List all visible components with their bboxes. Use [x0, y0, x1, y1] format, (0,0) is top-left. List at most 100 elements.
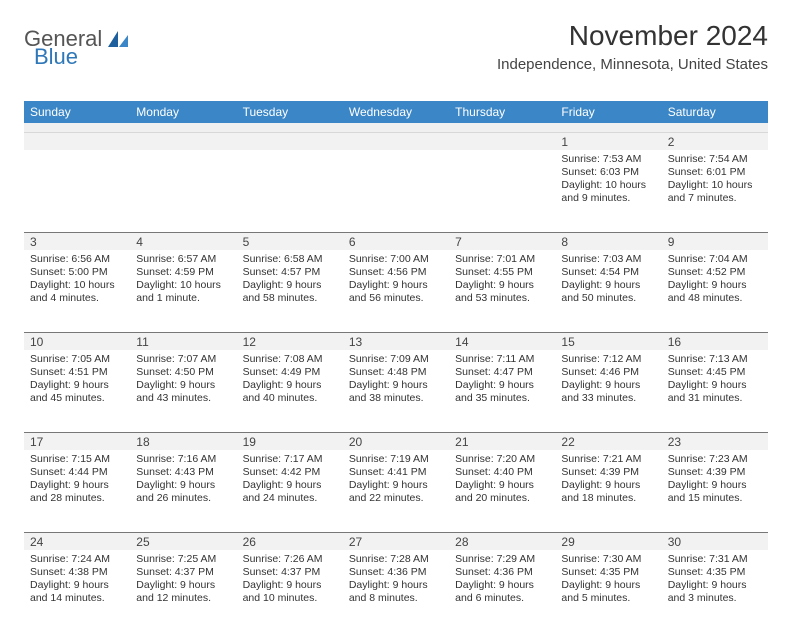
- weekday-thursday: Thursday: [449, 101, 555, 123]
- sunset-text: Sunset: 4:36 PM: [349, 566, 443, 579]
- day-number: [237, 133, 343, 150]
- sunset-text: Sunset: 4:39 PM: [561, 466, 655, 479]
- sunrise-text: Sunrise: 7:03 AM: [561, 253, 655, 266]
- weekday-friday: Friday: [555, 101, 661, 123]
- daylight-text: Daylight: 10 hours and 1 minute.: [136, 279, 230, 305]
- page-title: November 2024: [497, 20, 768, 52]
- day-cell: Sunrise: 7:05 AMSunset: 4:51 PMDaylight:…: [24, 350, 130, 432]
- week-row: Sunrise: 7:53 AMSunset: 6:03 PM Daylight:…: [24, 150, 768, 232]
- sunrise-text: Sunrise: 7:25 AM: [136, 553, 230, 566]
- sunset-text: Sunset: 4:57 PM: [243, 266, 337, 279]
- day-cell: Sunrise: 7:01 AMSunset: 4:55 PMDaylight:…: [449, 250, 555, 332]
- day-cell: Sunrise: 7:26 AMSunset: 4:37 PMDaylight:…: [237, 550, 343, 632]
- sunrise-text: Sunrise: 7:16 AM: [136, 453, 230, 466]
- day-number: 5: [237, 233, 343, 250]
- sunset-text: Sunset: 4:44 PM: [30, 466, 124, 479]
- sunrise-text: Sunrise: 7:53 AM: [561, 153, 655, 166]
- daylight-text: Daylight: 9 hours and 15 minutes.: [668, 479, 762, 505]
- day-cell: Sunrise: 7:04 AMSunset: 4:52 PMDaylight:…: [662, 250, 768, 332]
- week-row: Sunrise: 7:15 AMSunset: 4:44 PMDaylight:…: [24, 450, 768, 532]
- daynum-row: 3456789: [24, 232, 768, 250]
- daylight-text: Daylight: 9 hours and 40 minutes.: [243, 379, 337, 405]
- sunset-text: Sunset: 4:48 PM: [349, 366, 443, 379]
- empty-cell: [24, 150, 130, 232]
- day-number: 28: [449, 533, 555, 550]
- day-number: 20: [343, 433, 449, 450]
- logo-word2: Blue: [34, 44, 78, 69]
- daylight-text: Daylight: 9 hours and 20 minutes.: [455, 479, 549, 505]
- sunrise-text: Sunrise: 7:12 AM: [561, 353, 655, 366]
- sunrise-text: Sunrise: 7:07 AM: [136, 353, 230, 366]
- sunset-text: Sunset: 4:39 PM: [668, 466, 762, 479]
- sunset-text: Sunset: 4:47 PM: [455, 366, 549, 379]
- day-number: 30: [662, 533, 768, 550]
- sunset-text: Sunset: 4:35 PM: [561, 566, 655, 579]
- daynum-row: 10111213141516: [24, 332, 768, 350]
- day-cell: Sunrise: 7:28 AMSunset: 4:36 PMDaylight:…: [343, 550, 449, 632]
- sunrise-text: Sunrise: 6:58 AM: [243, 253, 337, 266]
- calendar-body: 12Sunrise: 7:53 AMSunset: 6:03 PMDayligh…: [24, 133, 768, 632]
- sunrise-text: Sunrise: 7:23 AM: [668, 453, 762, 466]
- day-cell: Sunrise: 6:58 AMSunset: 4:57 PMDaylight:…: [237, 250, 343, 332]
- sunset-text: Sunset: 4:55 PM: [455, 266, 549, 279]
- day-number: 6: [343, 233, 449, 250]
- weekday-sunday: Sunday: [24, 101, 130, 123]
- day-number: [449, 133, 555, 150]
- day-number: 4: [130, 233, 236, 250]
- daynum-row: 17181920212223: [24, 432, 768, 450]
- sunset-text: Sunset: 4:40 PM: [455, 466, 549, 479]
- daylight-text: Daylight: 9 hours and 24 minutes.: [243, 479, 337, 505]
- day-cell: Sunrise: 7:16 AMSunset: 4:43 PMDaylight:…: [130, 450, 236, 532]
- weekday-wednesday: Wednesday: [343, 101, 449, 123]
- logo-sail-icon: [108, 31, 128, 47]
- daylight-text: Daylight: 9 hours and 43 minutes.: [136, 379, 230, 405]
- page-subtitle: Independence, Minnesota, United States: [497, 56, 768, 73]
- sunrise-text: Sunrise: 7:08 AM: [243, 353, 337, 366]
- day-number: [24, 133, 130, 150]
- day-number: 7: [449, 233, 555, 250]
- daylight-text: Daylight: 9 hours and 14 minutes.: [30, 579, 124, 605]
- day-number: 3: [24, 233, 130, 250]
- sunset-text: Sunset: 4:54 PM: [561, 266, 655, 279]
- daylight-text: Daylight: 9 hours and 53 minutes.: [455, 279, 549, 305]
- day-number: 26: [237, 533, 343, 550]
- title-block: November 2024 Independence, Minnesota, U…: [497, 20, 768, 73]
- sunset-text: Sunset: 4:38 PM: [30, 566, 124, 579]
- sunset-text: Sunset: 4:50 PM: [136, 366, 230, 379]
- day-cell: Sunrise: 6:57 AMSunset: 4:59 PMDaylight:…: [130, 250, 236, 332]
- sunrise-text: Sunrise: 7:00 AM: [349, 253, 443, 266]
- calendar-page: General November 2024 Independence, Minn…: [0, 0, 792, 632]
- daylight-text: Daylight: 9 hours and 26 minutes.: [136, 479, 230, 505]
- sunset-text: Sunset: 4:51 PM: [30, 366, 124, 379]
- daylight-text: Daylight: 10 hours and 7 minutes.: [668, 179, 762, 205]
- day-cell: Sunrise: 7:24 AMSunset: 4:38 PMDaylight:…: [24, 550, 130, 632]
- day-cell: Sunrise: 7:11 AMSunset: 4:47 PMDaylight:…: [449, 350, 555, 432]
- sunrise-text: Sunrise: 7:13 AM: [668, 353, 762, 366]
- day-number: 27: [343, 533, 449, 550]
- day-number: [130, 133, 236, 150]
- day-number: 29: [555, 533, 661, 550]
- sunset-text: Sunset: 4:37 PM: [136, 566, 230, 579]
- sunset-text: Sunset: 4:46 PM: [561, 366, 655, 379]
- day-number: 15: [555, 333, 661, 350]
- sunset-text: Sunset: 6:03 PM: [561, 166, 655, 179]
- spacer-row: [24, 123, 768, 133]
- day-number: 11: [130, 333, 236, 350]
- sunset-text: Sunset: 4:35 PM: [668, 566, 762, 579]
- day-number: [343, 133, 449, 150]
- sunrise-text: Sunrise: 7:19 AM: [349, 453, 443, 466]
- daylight-text: Daylight: 9 hours and 22 minutes.: [349, 479, 443, 505]
- daylight-text: Daylight: 9 hours and 38 minutes.: [349, 379, 443, 405]
- daylight-text: Daylight: 9 hours and 33 minutes.: [561, 379, 655, 405]
- sunrise-text: Sunrise: 7:54 AM: [668, 153, 762, 166]
- calendar: SundayMondayTuesdayWednesdayThursdayFrid…: [24, 101, 768, 632]
- sunrise-text: Sunrise: 7:24 AM: [30, 553, 124, 566]
- sunset-text: Sunset: 6:01 PM: [668, 166, 762, 179]
- daynum-row: 24252627282930: [24, 532, 768, 550]
- day-number: 9: [662, 233, 768, 250]
- sunrise-text: Sunrise: 7:30 AM: [561, 553, 655, 566]
- day-cell: Sunrise: 7:03 AMSunset: 4:54 PMDaylight:…: [555, 250, 661, 332]
- daylight-text: Daylight: 9 hours and 8 minutes.: [349, 579, 443, 605]
- day-number: 2: [662, 133, 768, 150]
- daylight-text: Daylight: 9 hours and 35 minutes.: [455, 379, 549, 405]
